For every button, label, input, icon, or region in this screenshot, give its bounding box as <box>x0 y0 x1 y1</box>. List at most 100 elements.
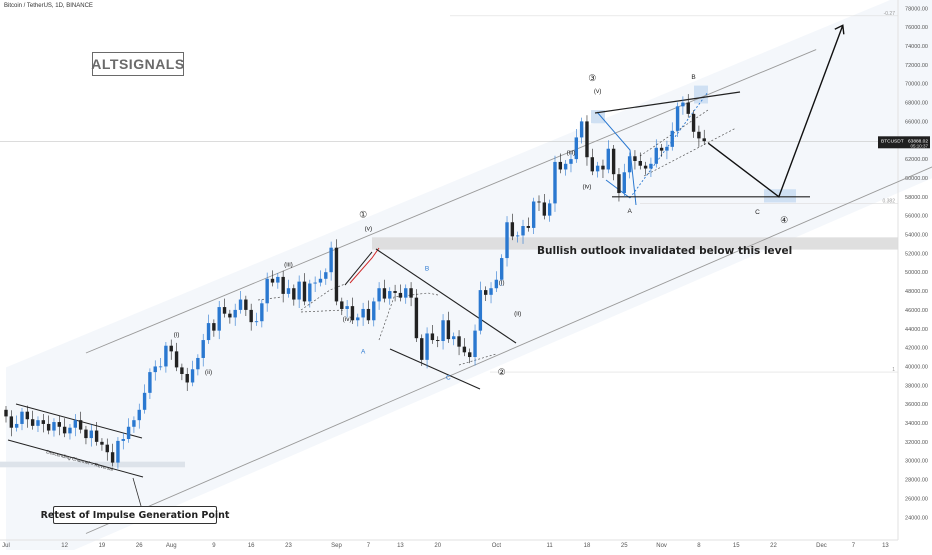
wave-label: (v) <box>594 88 602 95</box>
invalidation-zone <box>372 237 898 250</box>
candle-body <box>20 411 24 424</box>
candles <box>4 94 706 469</box>
candle-body <box>292 288 296 300</box>
time-tick-label: 9 <box>212 543 216 549</box>
candle-body <box>462 346 467 353</box>
time-tick-label: 18 <box>584 543 591 549</box>
candle-body <box>590 157 594 172</box>
price-tick-label: 74000.00 <box>905 44 928 50</box>
candle-body <box>691 113 696 132</box>
candle-body <box>233 309 237 318</box>
candle-body <box>260 303 264 322</box>
candle-body <box>254 321 259 323</box>
candle-body <box>505 222 509 259</box>
candle-body <box>174 351 179 368</box>
wave-label: ③ <box>588 73 596 83</box>
candle-body <box>681 102 685 107</box>
candle-body <box>345 306 349 309</box>
price-tag-symbol: BTCUSDT <box>881 138 904 144</box>
candle-body <box>302 281 307 302</box>
price-tick-label: 66000.00 <box>905 119 928 125</box>
wave-label: ④ <box>780 215 788 225</box>
price-tick-label: 78000.00 <box>905 6 928 12</box>
wedge-lower-dashed <box>643 127 737 177</box>
candle-body <box>659 147 664 151</box>
candle-body <box>148 372 152 393</box>
candle-body <box>57 422 61 427</box>
time-tick-label: 22 <box>770 543 777 549</box>
candle-body <box>238 299 243 310</box>
wave-label: (iv) <box>582 183 591 190</box>
candle-body <box>276 276 280 283</box>
candle-body <box>249 309 253 323</box>
candle-body <box>94 430 99 442</box>
candle-body <box>654 147 658 164</box>
channel-lower-line <box>85 166 932 534</box>
candle-body <box>393 291 397 293</box>
fib-lower-label: 0.382 <box>882 198 895 204</box>
candle-body <box>36 420 40 426</box>
candle-body <box>388 291 392 299</box>
candle-body <box>484 290 488 295</box>
wave-label: A <box>361 348 366 355</box>
candle-body <box>398 292 403 298</box>
candle-body <box>180 367 184 374</box>
channel-fill <box>6 0 932 555</box>
price-tick-label: 42000.00 <box>905 346 928 352</box>
chart-header-title: Bitcoin / TetherUS, 1D, BINANCE <box>4 3 93 9</box>
candle-body <box>105 444 109 453</box>
price-tick-label: 44000.00 <box>905 327 928 333</box>
candle-body <box>169 345 173 352</box>
wave-ii-dashed <box>257 296 283 301</box>
candle-body <box>489 288 493 295</box>
candle-body <box>366 308 371 321</box>
price-tick-label: 24000.00 <box>905 515 928 521</box>
time-tick-label: 23 <box>285 543 292 549</box>
candle-body <box>110 452 115 463</box>
candle-body <box>665 146 669 151</box>
price-tick-label: 28000.00 <box>905 478 928 484</box>
wave-black-trend <box>344 251 373 286</box>
price-tick-label: 70000.00 <box>905 82 928 88</box>
time-tick-label: 13 <box>882 543 889 549</box>
candle-body <box>78 420 83 430</box>
price-tick-label: 36000.00 <box>905 402 928 408</box>
wave-label: B <box>425 265 429 272</box>
candle-body <box>697 131 701 139</box>
candle-body <box>521 226 525 236</box>
price-tick-label: 60000.00 <box>905 176 928 182</box>
candle-body <box>425 333 429 360</box>
candle-body <box>675 106 680 131</box>
candle-body <box>617 174 621 194</box>
time-tick-label: 12 <box>61 543 68 549</box>
price-tick-label: 58000.00 <box>905 195 928 201</box>
candle-body <box>409 288 413 298</box>
candle-body <box>14 423 19 428</box>
candle-body <box>377 288 381 302</box>
wave-labels: ① (v) (iv) (iii) (ii) (i) A B C ② (i) (ii) (iii) (iv)… <box>174 73 789 382</box>
projection-path <box>707 25 844 198</box>
candle-body <box>686 102 690 114</box>
price-tick-label: 32000.00 <box>905 440 928 446</box>
candle-body <box>414 297 419 339</box>
candle-body <box>212 323 216 331</box>
candle-body <box>649 163 653 169</box>
time-tick-label: 11 <box>547 543 554 549</box>
candle-body <box>297 281 301 300</box>
fib-upper-label: -0.27 <box>884 11 896 17</box>
candle-body <box>228 313 232 318</box>
projection-arrowhead <box>834 24 845 35</box>
candle-body <box>185 373 189 383</box>
candle-body <box>89 430 93 439</box>
candle-body <box>217 307 221 331</box>
candle-body <box>633 156 637 161</box>
candle-body <box>611 148 616 175</box>
candle-body <box>73 420 77 428</box>
wave-b-blue-dashed <box>629 91 709 199</box>
candle-body <box>126 426 131 440</box>
candle-body <box>158 366 163 368</box>
retest-note: Retest of Impulse Generation Point <box>41 506 229 524</box>
wave-label: (iii) <box>567 149 576 156</box>
candle-body <box>510 222 515 237</box>
